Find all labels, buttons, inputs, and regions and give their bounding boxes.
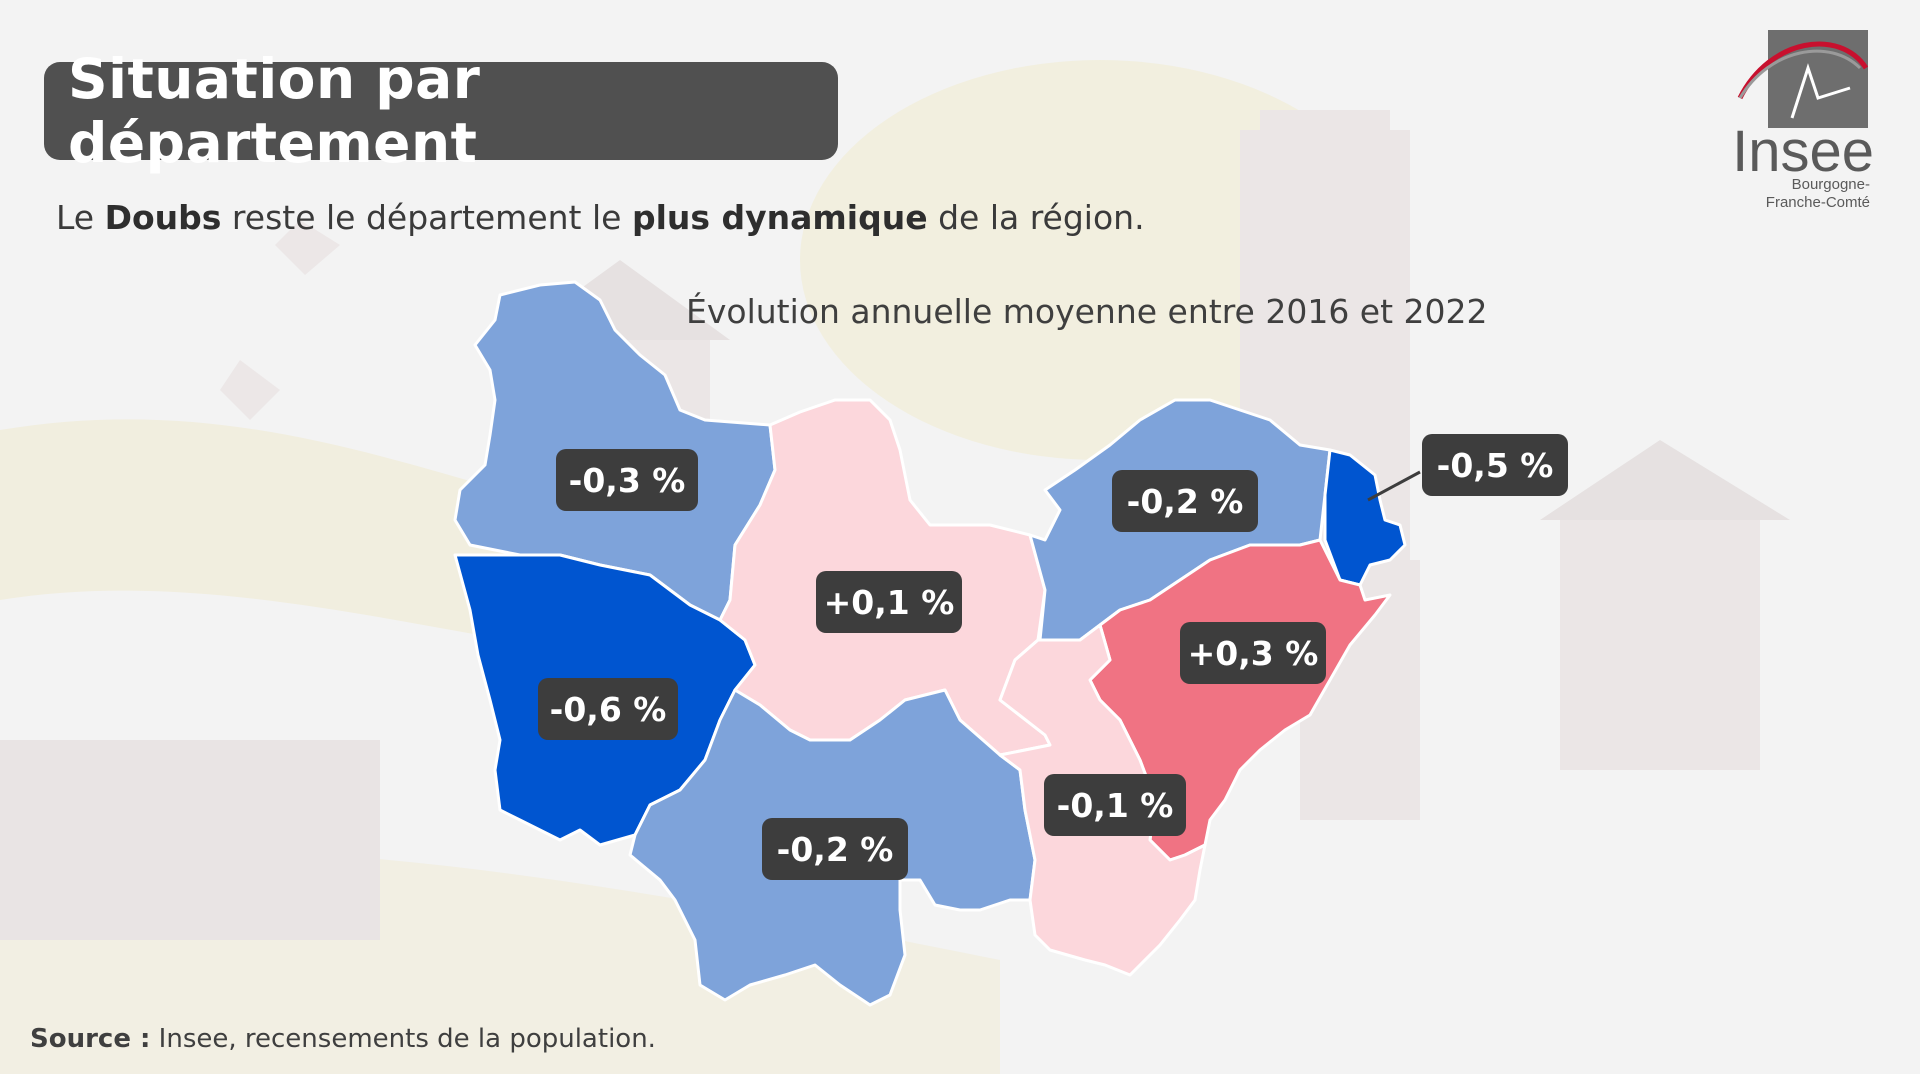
page-title-box: Situation par département — [44, 47, 838, 175]
insee-logo-icon — [1737, 30, 1869, 128]
label-doubs: +0,3 % — [1180, 622, 1326, 684]
label-jura: -0,1 % — [1044, 774, 1186, 836]
map-title: Évolution annuelle moyenne entre 2016 et… — [686, 292, 1488, 331]
source-text: Insee, recensements de la population. — [150, 1024, 656, 1054]
logo-region-line2: Franche-Comté — [1765, 194, 1870, 211]
page-title: Situation par département — [68, 47, 481, 175]
source-note: Source : Insee, recensements de la popul… — [30, 1024, 656, 1054]
subtitle-emphasis-doubs: Doubs — [104, 198, 222, 237]
subtitle-emphasis-dynamic: plus dynamique — [631, 198, 928, 237]
label-haute-saone: -0,2 % — [1112, 470, 1258, 532]
label-cote-dor: +0,1 % — [816, 571, 962, 633]
department-territoire-de-belfort[interactable] — [1323, 448, 1407, 587]
subtitle-part: reste le département le — [221, 198, 632, 237]
subtitle-part: de la région. — [927, 198, 1145, 237]
subtitle: Le Doubs reste le département le plus dy… — [56, 198, 1145, 237]
label-yonne: -0,3 % — [556, 449, 698, 511]
belfort-leader-line — [1367, 470, 1421, 502]
logo-region-line1: Bourgogne- — [1791, 176, 1870, 193]
subtitle-part: Le — [56, 198, 105, 237]
logo-name: Insee — [1732, 119, 1874, 184]
label-nievre: -0,6 % — [538, 678, 678, 740]
label-saone-et-loire: -0,2 % — [762, 818, 908, 880]
label-territoire-de-belfort: -0,5 % — [1422, 434, 1568, 496]
source-label: Source : — [30, 1024, 151, 1054]
logo-region: Bourgogne- Franche-Comté — [1700, 176, 1870, 212]
